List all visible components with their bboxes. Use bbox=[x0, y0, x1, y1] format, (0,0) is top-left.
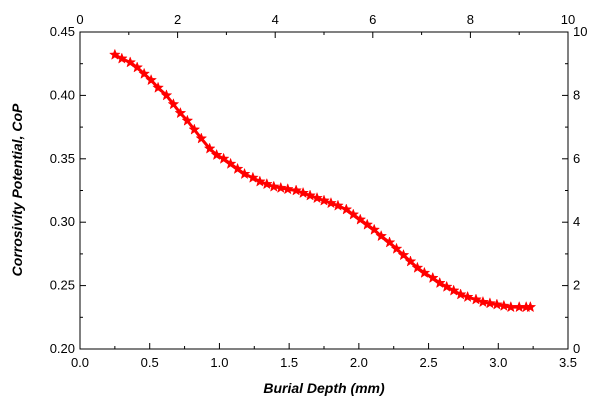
data-point-star bbox=[361, 218, 374, 230]
data-point-star bbox=[354, 213, 367, 225]
data-point-star bbox=[160, 89, 173, 101]
data-point-star bbox=[332, 199, 344, 211]
data-point-star bbox=[203, 142, 216, 154]
right-tick-label: 0 bbox=[573, 341, 580, 356]
data-point-star bbox=[138, 67, 151, 79]
x-tick-label: 2.5 bbox=[420, 355, 438, 370]
data-point-star bbox=[152, 81, 164, 93]
data-point-star bbox=[195, 132, 208, 144]
x-tick-label: 2.0 bbox=[350, 355, 368, 370]
top-tick-label: 2 bbox=[174, 12, 181, 27]
data-point-star bbox=[318, 194, 330, 206]
data-point-star bbox=[290, 184, 303, 196]
data-point-star bbox=[115, 52, 128, 64]
data-point-star bbox=[347, 208, 360, 220]
y-tick-label: 0.20 bbox=[50, 341, 75, 356]
data-point-star bbox=[497, 299, 510, 311]
x-tick-label: 3.0 bbox=[489, 355, 507, 370]
y-tick-label: 0.45 bbox=[50, 24, 75, 39]
data-point-star bbox=[260, 177, 273, 190]
data-point-star bbox=[281, 183, 294, 195]
data-point-star bbox=[231, 162, 244, 174]
data-point-star bbox=[418, 266, 431, 278]
x-axis-title: Burial Depth (mm) bbox=[263, 380, 385, 396]
right-tick-label: 4 bbox=[573, 214, 580, 229]
y-axis-title: Corrosivity Potential, CoP bbox=[9, 103, 25, 276]
top-tick-label: 0 bbox=[76, 12, 83, 27]
data-point-star bbox=[390, 242, 403, 254]
data-point-star bbox=[404, 255, 417, 267]
data-point-star bbox=[461, 290, 474, 303]
series-line bbox=[114, 53, 531, 309]
top-tick-label: 10 bbox=[561, 12, 575, 27]
data-point-star bbox=[470, 293, 482, 305]
y-tick-label: 0.25 bbox=[50, 278, 75, 293]
y-tick-label: 0.30 bbox=[50, 214, 75, 229]
top-tick-label: 4 bbox=[272, 12, 279, 27]
x-tick-label: 1.5 bbox=[280, 355, 298, 370]
data-point-star bbox=[181, 114, 194, 126]
data-point-star bbox=[340, 203, 353, 215]
data-point-star bbox=[297, 186, 310, 199]
data-point-star bbox=[238, 167, 251, 180]
data-point-star bbox=[267, 180, 280, 192]
data-point-star bbox=[433, 276, 446, 289]
data-point-star bbox=[145, 73, 158, 86]
data-point-star bbox=[447, 284, 460, 296]
data-point-star bbox=[368, 223, 381, 235]
data-point-star bbox=[490, 298, 503, 310]
x-tick-label: 0.5 bbox=[141, 355, 159, 370]
data-point-star bbox=[311, 191, 323, 204]
data-point-star bbox=[411, 261, 424, 273]
y-tick-label: 0.35 bbox=[50, 151, 75, 166]
x-tick-label: 0.0 bbox=[71, 355, 89, 370]
data-point-star bbox=[325, 196, 337, 209]
x-tick-label: 1.0 bbox=[210, 355, 228, 370]
right-tick-label: 10 bbox=[573, 24, 587, 39]
top-tick-label: 6 bbox=[369, 12, 376, 27]
data-point-star bbox=[210, 148, 223, 161]
right-tick-label: 2 bbox=[573, 278, 580, 293]
right-tick-label: 6 bbox=[573, 151, 580, 166]
data-point-star bbox=[224, 157, 237, 169]
series-layer bbox=[108, 48, 537, 313]
data-point-star bbox=[440, 280, 453, 292]
data-point-star bbox=[524, 300, 537, 313]
data-point-star bbox=[246, 171, 259, 183]
data-point-star bbox=[167, 98, 180, 110]
data-point-star bbox=[174, 106, 187, 119]
data-point-star bbox=[397, 248, 410, 261]
y-tick-label: 0.40 bbox=[50, 87, 75, 102]
data-point-star bbox=[253, 175, 266, 187]
ticks-layer: 0.0 0.5 1.0 1.5 2.0 2.5 3.0 3.5 0.20 0.25 0.30 0.35… bbox=[50, 12, 588, 370]
data-point-star bbox=[304, 189, 316, 201]
data-point-star bbox=[454, 288, 467, 300]
data-point-star bbox=[477, 295, 489, 308]
data-point-star bbox=[131, 61, 144, 73]
right-tick-label: 8 bbox=[573, 87, 580, 102]
data-point-star bbox=[124, 56, 137, 68]
data-point-star bbox=[383, 236, 396, 248]
x-tick-label: 3.5 bbox=[559, 355, 577, 370]
top-tick-label: 8 bbox=[467, 12, 474, 27]
data-point-star bbox=[375, 229, 388, 242]
data-point-star bbox=[274, 181, 287, 193]
data-point-star bbox=[188, 123, 201, 135]
data-point-star bbox=[484, 297, 496, 309]
data-point-star bbox=[108, 48, 121, 60]
data-point-star bbox=[217, 152, 230, 164]
data-point-star bbox=[426, 271, 439, 284]
